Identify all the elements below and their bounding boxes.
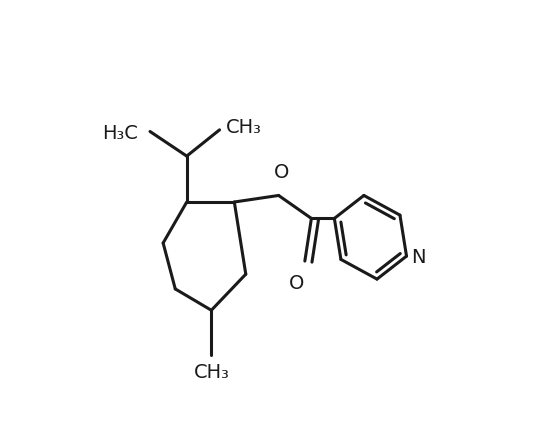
Text: O: O <box>274 163 289 182</box>
Text: H₃C: H₃C <box>102 124 138 143</box>
Text: CH₃: CH₃ <box>226 118 262 137</box>
Text: O: O <box>289 274 304 293</box>
Text: N: N <box>411 248 426 267</box>
Text: CH₃: CH₃ <box>194 363 229 383</box>
